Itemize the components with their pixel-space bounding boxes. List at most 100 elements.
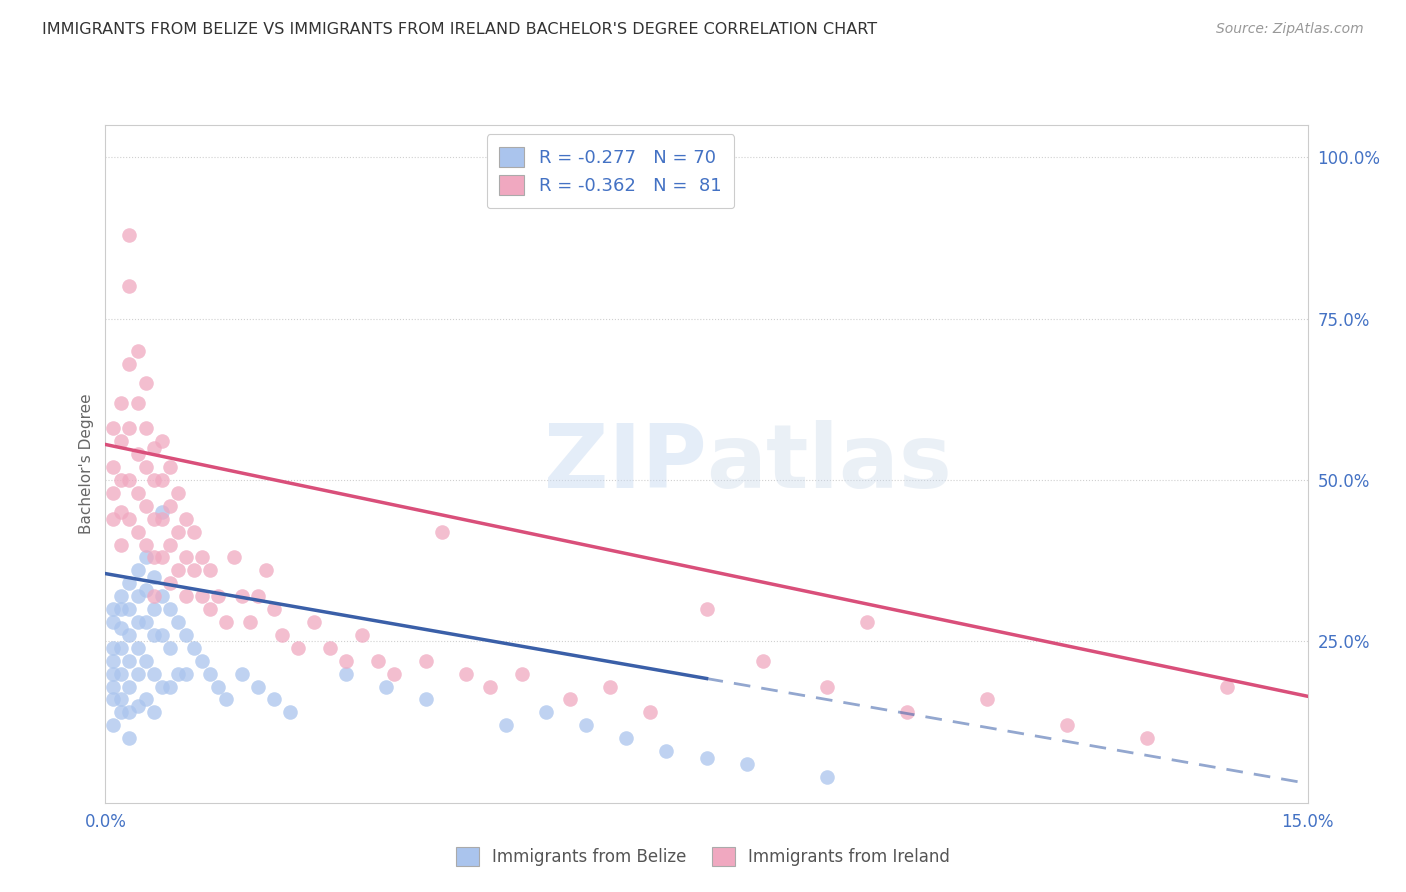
Point — [110, 395, 132, 409]
Point — [142, 512, 165, 526]
Point — [118, 602, 141, 616]
Point — [214, 692, 236, 706]
Point — [135, 654, 157, 668]
Point — [198, 666, 221, 681]
Point — [335, 666, 357, 681]
Point — [103, 615, 125, 629]
Point — [118, 512, 141, 526]
Point — [103, 640, 125, 655]
Point — [166, 615, 188, 629]
Point — [142, 441, 165, 455]
Point — [159, 680, 181, 694]
Point — [495, 718, 517, 732]
Point — [616, 731, 638, 746]
Point — [560, 692, 582, 706]
Point — [159, 576, 181, 591]
Point — [159, 460, 181, 475]
Point — [118, 279, 141, 293]
Point — [1136, 731, 1159, 746]
Point — [207, 680, 229, 694]
Point — [183, 563, 205, 577]
Point — [222, 550, 245, 565]
Point — [896, 706, 918, 720]
Point — [142, 666, 165, 681]
Point — [174, 589, 197, 603]
Point — [127, 447, 149, 461]
Point — [103, 654, 125, 668]
Point — [142, 589, 165, 603]
Point — [190, 589, 212, 603]
Point — [110, 692, 132, 706]
Point — [150, 680, 173, 694]
Point — [142, 550, 165, 565]
Point — [815, 770, 838, 784]
Point — [118, 731, 141, 746]
Point — [174, 550, 197, 565]
Point — [174, 512, 197, 526]
Point — [142, 473, 165, 487]
Point — [118, 680, 141, 694]
Point — [127, 698, 149, 713]
Point — [142, 628, 165, 642]
Point — [159, 640, 181, 655]
Point — [214, 615, 236, 629]
Point — [110, 602, 132, 616]
Point — [110, 589, 132, 603]
Point — [270, 628, 292, 642]
Legend: R = -0.277   N = 70, R = -0.362   N =  81: R = -0.277 N = 70, R = -0.362 N = 81 — [486, 134, 734, 208]
Point — [118, 628, 141, 642]
Text: Source: ZipAtlas.com: Source: ZipAtlas.com — [1216, 22, 1364, 37]
Legend: Immigrants from Belize, Immigrants from Ireland: Immigrants from Belize, Immigrants from … — [447, 838, 959, 875]
Point — [287, 640, 309, 655]
Point — [1216, 680, 1239, 694]
Point — [231, 589, 253, 603]
Point — [599, 680, 621, 694]
Point — [430, 524, 453, 539]
Point — [696, 602, 718, 616]
Point — [263, 602, 285, 616]
Point — [127, 640, 149, 655]
Point — [166, 666, 188, 681]
Point — [166, 486, 188, 500]
Point — [127, 524, 149, 539]
Point — [575, 718, 598, 732]
Point — [150, 550, 173, 565]
Point — [135, 421, 157, 435]
Point — [335, 654, 357, 668]
Point — [254, 563, 277, 577]
Point — [190, 654, 212, 668]
Point — [118, 227, 141, 242]
Point — [190, 550, 212, 565]
Point — [479, 680, 502, 694]
Point — [103, 486, 125, 500]
Point — [118, 576, 141, 591]
Point — [751, 654, 773, 668]
Point — [150, 512, 173, 526]
Point — [118, 421, 141, 435]
Point — [118, 706, 141, 720]
Point — [976, 692, 998, 706]
Point — [110, 640, 132, 655]
Point — [166, 524, 188, 539]
Point — [696, 750, 718, 764]
Point — [655, 744, 678, 758]
Point — [110, 622, 132, 636]
Point — [118, 654, 141, 668]
Point — [159, 602, 181, 616]
Point — [118, 357, 141, 371]
Point — [142, 706, 165, 720]
Point — [159, 499, 181, 513]
Point — [135, 582, 157, 597]
Point — [127, 666, 149, 681]
Point — [135, 499, 157, 513]
Point — [278, 706, 301, 720]
Text: atlas: atlas — [707, 420, 952, 508]
Point — [239, 615, 262, 629]
Point — [319, 640, 342, 655]
Point — [110, 706, 132, 720]
Point — [183, 640, 205, 655]
Point — [127, 589, 149, 603]
Point — [382, 666, 405, 681]
Point — [110, 505, 132, 519]
Point — [415, 692, 437, 706]
